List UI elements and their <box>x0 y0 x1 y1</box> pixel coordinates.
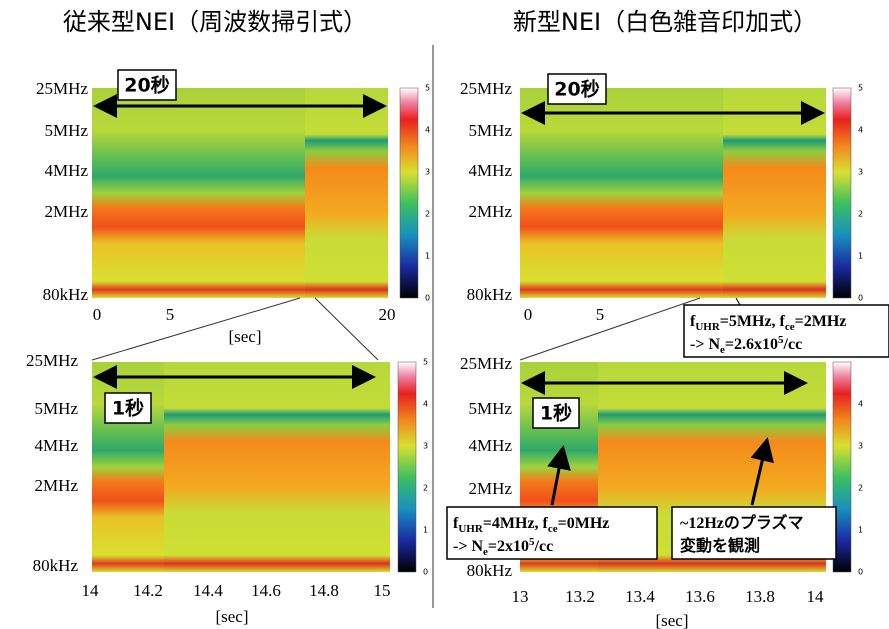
callout-part: =4MHz, f <box>483 515 549 532</box>
x-axis-label: [sec] <box>655 611 688 629</box>
heading: 新型NEI（白色雑音印加式） <box>513 8 817 36</box>
span-label: 1秒 <box>112 397 144 420</box>
y-tick-label: 80kHz <box>467 285 513 304</box>
x-axis-label: [sec] <box>228 327 261 346</box>
colorbar-tick-label: 3 <box>425 168 430 177</box>
y-tick-label: 4MHz <box>469 161 513 180</box>
x-tick-label: 13.2 <box>565 587 595 606</box>
x-tick-label: 20 <box>379 305 396 324</box>
colorbar-tick-label: 5 <box>858 84 863 93</box>
y-tick-label: 25MHz <box>460 354 512 373</box>
colorbar-tick-label: 4 <box>425 126 430 135</box>
y-tick-label: 2MHz <box>469 479 513 498</box>
callout-part: =5MHz, f <box>720 313 786 330</box>
y-tick-label: 4MHz <box>469 436 513 455</box>
colorbar-tick-label: 0 <box>858 568 863 577</box>
heading: 従来型NEI（周波数掃引式） <box>63 8 367 36</box>
y-tick-label: 80kHz <box>467 561 513 580</box>
x-tick-label: 14.8 <box>309 581 339 600</box>
y-tick-label: 4MHz <box>45 161 89 180</box>
callout-part: =2.6x10 <box>725 336 778 353</box>
x-tick-label: 0 <box>524 305 533 324</box>
y-tick-label: 2MHz <box>469 202 513 221</box>
colorbar-tick-label: 3 <box>858 168 863 177</box>
callout-part: =2x10 <box>488 538 529 555</box>
y-tick-label: 25MHz <box>26 351 78 370</box>
colorbar-tick-label: 2 <box>858 210 863 219</box>
colorbar-tick-label: 2 <box>425 210 430 219</box>
colorbar-tick-label: 1 <box>423 526 428 535</box>
y-tick-label: 5MHz <box>469 399 513 418</box>
y-tick-label: 5MHz <box>35 399 79 418</box>
colorbar-tick-label: 4 <box>858 400 863 409</box>
callout-text: 変動を観測 <box>680 536 760 555</box>
x-tick-label: 14.6 <box>251 581 281 600</box>
colorbar-tick-label: 0 <box>425 294 430 303</box>
y-tick-label: 5MHz <box>45 121 89 140</box>
y-tick-label: 80kHz <box>43 285 89 304</box>
span-label: 20秒 <box>554 78 599 101</box>
colorbar-tick-label: 5 <box>425 84 430 93</box>
callout-part: UHR <box>695 321 721 333</box>
y-tick-label: 5MHz <box>469 121 513 140</box>
span-label: 20秒 <box>124 74 169 97</box>
x-tick-label: 5 <box>596 305 605 324</box>
callout-part: /cc <box>783 336 803 353</box>
colorbar-tick-label: 0 <box>423 568 428 577</box>
x-axis-label: [sec] <box>215 607 248 626</box>
callout-part: /cc <box>534 538 554 555</box>
y-tick-label: 2MHz <box>35 476 79 495</box>
y-tick-label: 4MHz <box>35 436 79 455</box>
colorbar-tick-label: 2 <box>423 484 428 493</box>
callout-part: -> N <box>453 538 483 555</box>
callout-pointer <box>736 298 740 305</box>
callout-part: ce <box>785 321 795 333</box>
figure: 従来型NEI（周波数掃引式） 新型NEI（白色雑音印加式） 25MHz5MHz4… <box>0 0 889 629</box>
callout-part: =2MHz <box>795 313 847 330</box>
callout-part: =0MHz <box>558 515 610 532</box>
callout-text: -> Ne=2.6x105/cc <box>690 334 802 356</box>
callout-text: -> Ne=2x105/cc <box>453 536 553 558</box>
y-tick-label: 2MHz <box>45 202 89 221</box>
callout-part: ce <box>548 523 558 535</box>
colorbar-tick-label: 0 <box>858 294 863 303</box>
x-tick-label: 0 <box>93 305 102 324</box>
x-tick-label: 14.2 <box>133 581 163 600</box>
colorbar-tick-label: 4 <box>858 126 863 135</box>
colorbar-tick-label: 2 <box>858 484 863 493</box>
span-label: 1秒 <box>540 402 572 425</box>
callout-part: UHR <box>458 523 484 535</box>
x-tick-label: 5 <box>166 305 175 324</box>
colorbar-tick-label: 4 <box>423 400 428 409</box>
colorbar-tick-label: 3 <box>423 442 428 451</box>
callout-part: ~12Hzのプラズマ <box>680 513 804 532</box>
colorbar-tick-label: 3 <box>858 442 863 451</box>
y-tick-label: 80kHz <box>33 556 79 575</box>
colorbar-tick-label: 5 <box>423 358 428 367</box>
x-tick-label: 15 <box>374 581 391 600</box>
callout-part: 変動を観測 <box>680 536 760 555</box>
x-tick-label: 13 <box>512 587 529 606</box>
y-tick-label: 25MHz <box>36 79 88 98</box>
x-tick-label: 13.4 <box>625 587 655 606</box>
zoom-lines <box>92 298 700 360</box>
colorbar-tick-label: 1 <box>858 526 863 535</box>
colorbar-tick-label: 1 <box>858 252 863 261</box>
x-tick-label: 14.4 <box>193 581 223 600</box>
x-tick-label: 14 <box>82 581 100 600</box>
x-tick-label: 13.6 <box>685 587 715 606</box>
callout-part: -> N <box>690 336 720 353</box>
y-tick-label: 25MHz <box>460 79 512 98</box>
x-tick-label: 13.8 <box>745 587 775 606</box>
callout-text: ~12Hzのプラズマ <box>680 513 804 532</box>
colorbar-tick-label: 1 <box>425 252 430 261</box>
x-tick-label: 14 <box>807 587 825 606</box>
